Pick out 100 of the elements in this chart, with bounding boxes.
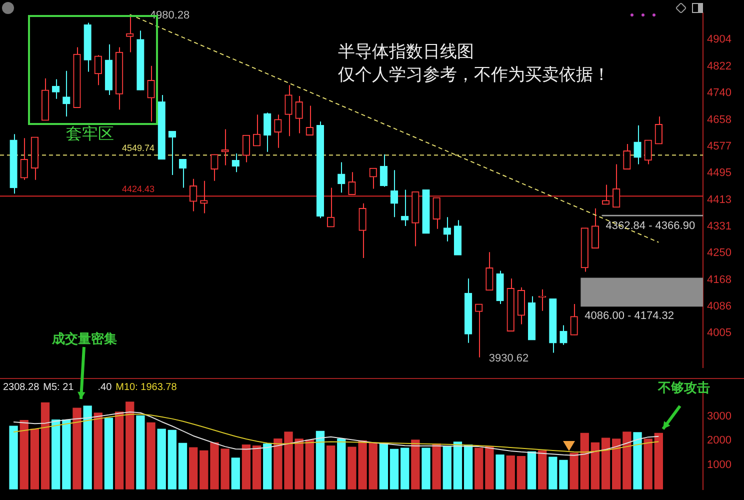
bar: [506, 455, 515, 490]
annotation: 3930.62: [488, 352, 529, 364]
annotation: .40: [98, 382, 112, 393]
candlestick: [475, 304, 483, 358]
bar: [200, 450, 208, 490]
candlestick: [348, 172, 356, 196]
ref-line-label: 4549.74: [122, 143, 155, 154]
annotation: M5: 21: [43, 382, 74, 393]
bar: [126, 402, 134, 490]
bar: [548, 456, 558, 490]
candlestick: [200, 180, 208, 214]
annotation: 成交量密集: [52, 330, 117, 348]
bar: [40, 402, 50, 490]
bar: [379, 442, 388, 490]
bar: [400, 448, 410, 490]
bar: [305, 440, 314, 490]
candlestick: [644, 140, 652, 165]
y-tick-label: 4413: [707, 194, 732, 206]
candlestick: [264, 112, 272, 152]
bar: [559, 460, 568, 490]
bar: [52, 419, 60, 490]
candlestick: [612, 164, 620, 208]
bar: [516, 456, 526, 490]
y-tick-label: 4658: [707, 114, 732, 126]
candlestick: [390, 170, 398, 218]
y-tick-label: 4250: [707, 247, 732, 260]
y-tick-label: 2000: [707, 434, 732, 447]
bar: [601, 438, 610, 490]
bar: [633, 432, 642, 490]
candlestick: [147, 65, 155, 122]
candlestick: [62, 70, 70, 118]
annotation: 2308.28: [3, 382, 40, 393]
candlestick: [306, 105, 314, 136]
bar: [104, 418, 114, 490]
candlestick: [52, 78, 60, 100]
bar: [485, 446, 494, 490]
candlestick: [326, 187, 335, 228]
y-tick-label: 4331: [707, 220, 732, 233]
bar: [432, 444, 441, 490]
bar: [83, 406, 92, 490]
candlestick: [486, 252, 494, 291]
annotation: 不够攻击: [658, 379, 710, 397]
bar: [189, 447, 198, 490]
bar: [252, 446, 262, 490]
text: 半导体指数日线图: [338, 41, 474, 63]
bar: [580, 432, 589, 490]
candlestick: [210, 154, 218, 182]
bar: [474, 448, 484, 490]
bar: [136, 415, 145, 490]
bar: [411, 440, 420, 490]
y-tick-label: 4740: [707, 87, 732, 100]
y-tick-label: 4005: [707, 327, 732, 340]
candlestick: [338, 162, 346, 194]
y-tick-label: 4822: [707, 60, 732, 72]
y-tick-label: 3000: [707, 410, 732, 422]
candlestick: [232, 152, 240, 173]
bar: [622, 432, 632, 490]
bar: [527, 451, 536, 490]
candlestick: [295, 95, 303, 134]
bar: [9, 426, 18, 490]
candlestick: [358, 202, 366, 258]
bar: [72, 408, 82, 490]
bar: [231, 458, 240, 490]
bar: [94, 412, 102, 490]
band-label: 4362.84 - 4366.90: [606, 220, 696, 232]
candlestick: [570, 304, 578, 336]
bar: [62, 419, 71, 490]
bar: [390, 448, 399, 490]
bar: [644, 438, 652, 490]
bar: [114, 412, 124, 490]
ref-line-label: 4424.43: [122, 184, 155, 194]
bar: [496, 454, 504, 490]
candlestick: [634, 124, 642, 165]
bar: [570, 452, 578, 490]
candlestick: [284, 84, 292, 137]
candlestick: [623, 143, 631, 170]
bar: [612, 438, 621, 490]
candlestick: [252, 114, 261, 146]
bar: [590, 442, 600, 490]
candlestick: [443, 216, 451, 242]
candlestick: [432, 197, 440, 230]
y-tick-label: 4577: [707, 140, 732, 152]
candlestick: [591, 208, 600, 249]
bar: [178, 442, 188, 490]
candlestick: [517, 286, 526, 325]
y-tick-label: 4168: [707, 274, 732, 286]
candlestick: [602, 184, 610, 205]
text: 仅个人学习参考，不作为买卖依据！: [338, 64, 610, 86]
y-tick-label: 4495: [707, 167, 732, 180]
candlestick: [94, 54, 102, 86]
candlestick: [654, 116, 662, 144]
candlestick: [380, 154, 388, 188]
bar: [168, 430, 177, 490]
candlestick: [20, 138, 28, 180]
bar: [654, 432, 663, 490]
candlestick: [369, 168, 377, 190]
bar: [146, 422, 156, 490]
bar: [263, 444, 272, 490]
candlestick: [190, 178, 198, 212]
bar: [453, 442, 462, 490]
